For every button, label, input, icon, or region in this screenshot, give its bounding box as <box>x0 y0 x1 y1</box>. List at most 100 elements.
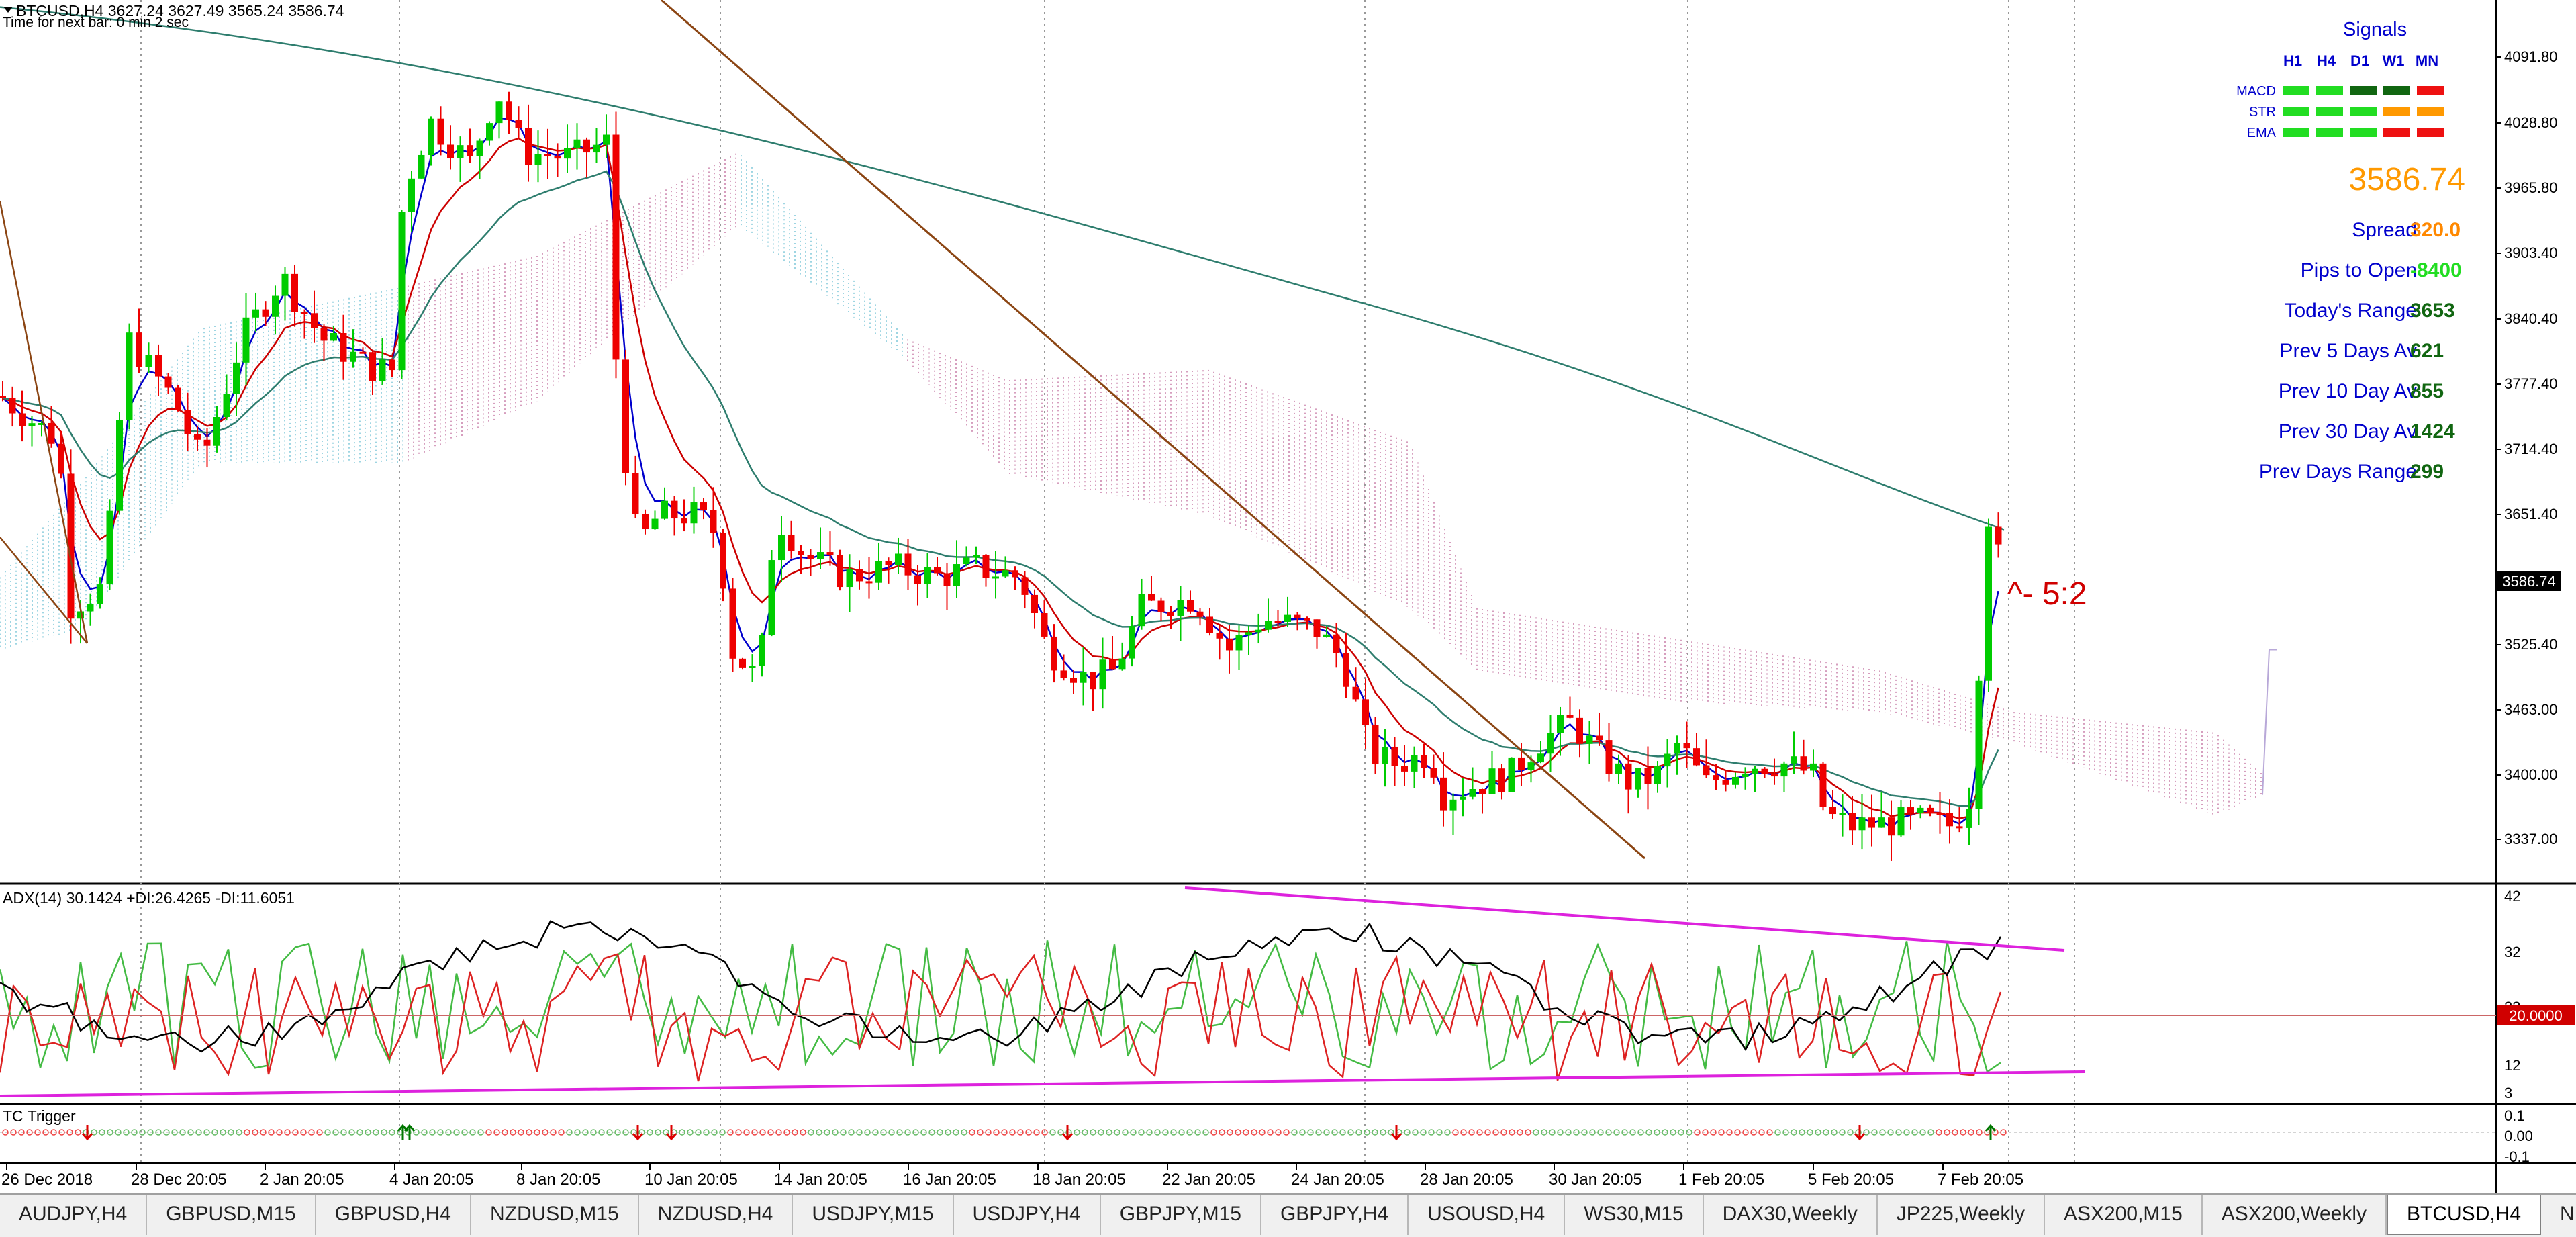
trendlines[interactable] <box>0 0 1645 860</box>
symbol-tab[interactable]: NZDUSD,H4 <box>639 1195 794 1235</box>
tc-dot <box>1517 1129 1523 1136</box>
symbol-tab[interactable]: JP225,Weekly <box>1878 1195 2045 1235</box>
candle-body <box>1537 753 1544 763</box>
signal-cell <box>2383 107 2410 116</box>
candle-body <box>418 154 425 179</box>
adx-lower-trendline[interactable] <box>0 1070 2085 1097</box>
adx-upper-trendline[interactable] <box>1184 886 2065 952</box>
tc-dot <box>985 1129 992 1136</box>
time-tick-label: 5 Feb 20:05 <box>1808 1171 1894 1189</box>
tc-dot <box>1291 1129 1298 1136</box>
tc-dot <box>1557 1129 1564 1136</box>
tc-dot <box>220 1129 226 1136</box>
tc-dot <box>1742 1129 1749 1136</box>
tc-dot <box>663 1129 669 1136</box>
candle-body <box>924 567 931 584</box>
candle-body <box>1460 796 1466 800</box>
candle-body <box>1090 672 1096 690</box>
stat-label: Prev 5 Days Av <box>2279 340 2417 362</box>
signal-cell <box>2417 86 2444 95</box>
tc-dot <box>115 1129 122 1136</box>
candle-body <box>729 588 736 659</box>
candle-body <box>350 351 356 362</box>
arrow-down-icon <box>632 1125 644 1141</box>
tc-dot <box>1887 1129 1894 1136</box>
candle-body <box>1118 658 1126 670</box>
candle-body <box>194 434 201 440</box>
tc-dot <box>10 1129 17 1136</box>
symbol-tab[interactable]: USOUSD,H4 <box>1409 1195 1566 1235</box>
candle-body <box>1897 807 1905 836</box>
candle-body <box>739 658 746 668</box>
tc-dot <box>1944 1129 1950 1136</box>
adx-label: ADX(14) 30.1424 +DI:26.4265 -DI:11.6051 <box>3 889 295 907</box>
time-tick-label: 22 Jan 20:05 <box>1162 1171 1255 1189</box>
symbol-tab[interactable]: USDJPY,H4 <box>954 1195 1101 1235</box>
price-tick-label: 3840.40 <box>2504 310 2558 327</box>
tc-dot <box>1936 1129 1942 1136</box>
tc-dot <box>469 1129 476 1136</box>
symbol-tab[interactable]: GBPUSD,M15 <box>147 1195 316 1235</box>
tc-dot <box>228 1129 234 1136</box>
candle-body <box>1284 614 1291 622</box>
stat-label: Prev Days Range <box>2259 461 2417 483</box>
symbol-tab[interactable]: GBPJPY,H4 <box>1261 1195 1409 1235</box>
candle-body <box>1041 613 1048 637</box>
symbol-tab[interactable]: WS30,M15 <box>1565 1195 1704 1235</box>
tc-dot <box>18 1129 25 1136</box>
symbol-tab[interactable]: ASX200,M15 <box>2045 1195 2203 1235</box>
symbol-tab[interactable]: GBPJPY,M15 <box>1101 1195 1261 1235</box>
candle-body <box>720 533 726 589</box>
candle-body <box>447 144 454 158</box>
tc-dot <box>171 1129 178 1136</box>
chart-background <box>0 0 2576 1193</box>
symbol-tab[interactable]: ASX200,Weekly <box>2203 1195 2387 1235</box>
tc-dot <box>1227 1129 1233 1136</box>
symbol-tab[interactable]: BTCUSD,H4 <box>2387 1195 2542 1235</box>
symbol-tab[interactable]: GBPUSD,H4 <box>316 1195 471 1235</box>
candlesticks <box>0 91 2002 861</box>
tc-dot <box>590 1129 597 1136</box>
candle-body <box>340 333 347 362</box>
tc-dot <box>1710 1129 1717 1136</box>
candle-body <box>583 139 590 153</box>
price-tick-label: 4028.80 <box>2504 114 2558 131</box>
candle-body <box>1557 715 1564 733</box>
candle-body <box>700 502 707 510</box>
candle-body <box>476 140 483 156</box>
candle-body <box>904 553 912 576</box>
signal-cell <box>2350 107 2377 116</box>
symbol-tab[interactable]: AUDJPY,H4 <box>0 1195 148 1235</box>
tc-dot <box>864 1129 871 1136</box>
adx-tick-label: 42 <box>2504 888 2520 905</box>
symbol-tab-bar: AUDJPY,H4 GBPUSD,M15 GBPUSD,H4 NZDUSD,M15 NZ… <box>0 1193 2576 1237</box>
tc-dot <box>1049 1129 1056 1136</box>
tc-dot <box>896 1129 903 1136</box>
candle-body <box>1732 776 1739 785</box>
candle-body <box>203 439 211 446</box>
symbol-tab[interactable]: DAX30,Weekly <box>1704 1195 1878 1235</box>
candle-body <box>1469 789 1476 797</box>
time-tick-label: 8 Jan 20:05 <box>516 1171 600 1189</box>
adx-minus-di-line <box>0 953 2002 1082</box>
trendline-left-a[interactable] <box>0 201 89 644</box>
candle-body <box>1819 763 1827 807</box>
candle-body <box>9 398 16 414</box>
symbol-tab[interactable]: NDX100,M15 <box>2541 1195 2576 1235</box>
tc-dot <box>719 1129 726 1136</box>
candle-body <box>1401 766 1408 772</box>
candle-body <box>1265 621 1272 630</box>
candle-body <box>116 420 123 511</box>
trendline-main[interactable] <box>661 0 1645 860</box>
candle-body <box>1235 635 1243 651</box>
symbol-tab[interactable]: NZDUSD,M15 <box>471 1195 639 1235</box>
tc-dot <box>1460 1129 1467 1136</box>
candle-body <box>1323 634 1330 637</box>
tc-dot <box>58 1129 65 1136</box>
trendline-left-b[interactable] <box>0 537 88 644</box>
tc-dot <box>1807 1129 1813 1136</box>
collapse-arrow-icon[interactable] <box>3 7 13 13</box>
symbol-tab[interactable]: USDJPY,M15 <box>793 1195 954 1235</box>
tc-dot <box>236 1129 242 1136</box>
